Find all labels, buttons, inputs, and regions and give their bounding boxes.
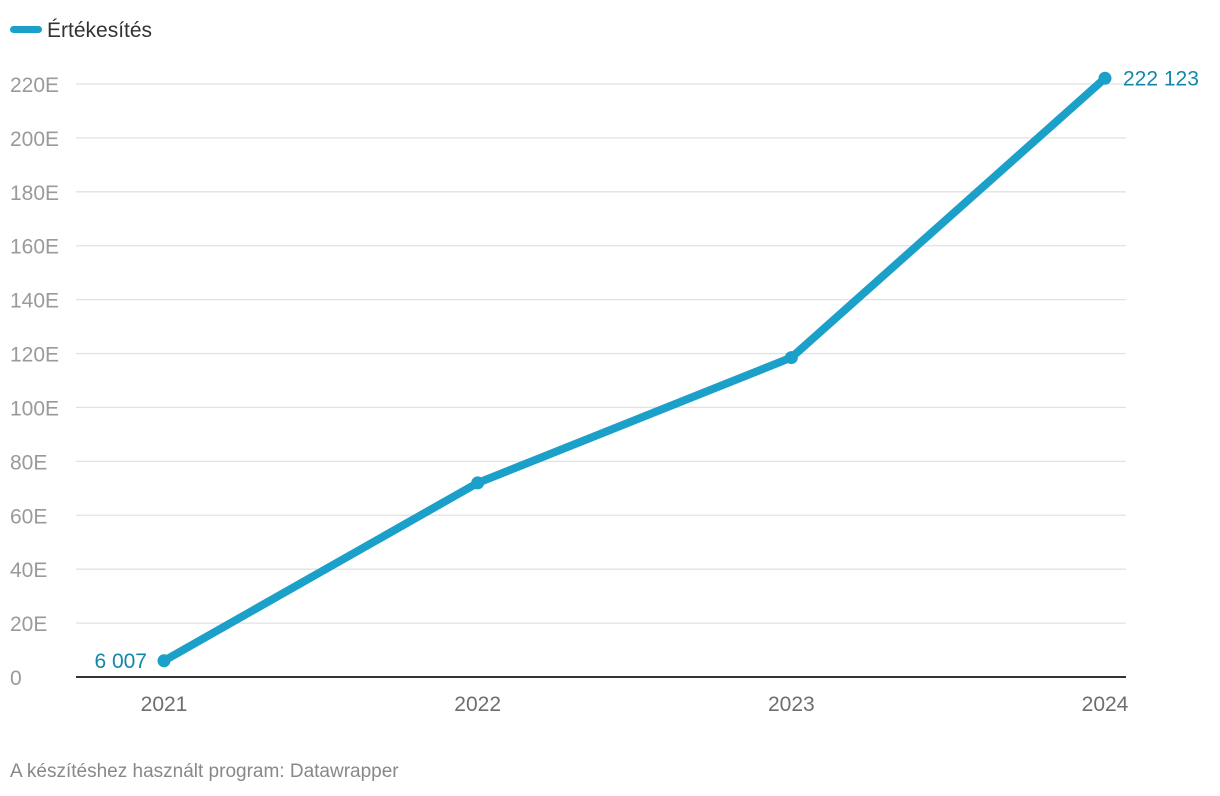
y-axis-ticks: 0 20E 40E 60E 80E 100E 120E 140E 160E 180E 200E 220… xyxy=(10,74,59,690)
footer-credit: A készítéshez használt program: Datawrap… xyxy=(10,761,399,782)
data-point xyxy=(157,654,171,668)
data-point xyxy=(1098,71,1112,85)
data-point xyxy=(471,476,485,490)
series-line xyxy=(160,74,1109,665)
y-tick-label: 20E xyxy=(10,613,47,636)
y-tick-label: 180E xyxy=(10,182,59,205)
data-label: 6 007 xyxy=(94,650,147,673)
y-tick-label: 80E xyxy=(10,451,47,474)
y-tick-label: 0 xyxy=(10,667,22,690)
data-point xyxy=(784,351,798,365)
x-axis-ticks: 2021 2022 2023 2024 xyxy=(141,693,1129,716)
series xyxy=(157,71,1112,668)
y-tick-label: 200E xyxy=(10,128,59,151)
y-tick-label: 220E xyxy=(10,74,59,97)
y-tick-label: 60E xyxy=(10,505,47,528)
data-labels: 6 007 222 123 xyxy=(94,67,1198,673)
y-tick-label: 120E xyxy=(10,344,59,367)
x-tick-label: 2021 xyxy=(141,693,188,716)
y-tick-label: 100E xyxy=(10,397,59,420)
x-tick-label: 2024 xyxy=(1082,693,1129,716)
y-tick-label: 40E xyxy=(10,559,47,582)
x-tick-label: 2023 xyxy=(768,693,815,716)
legend-swatch xyxy=(10,26,42,33)
gridlines xyxy=(76,83,1126,624)
y-tick-label: 140E xyxy=(10,290,59,313)
x-tick-label: 2022 xyxy=(454,693,501,716)
y-tick-label: 160E xyxy=(10,236,59,259)
legend-label: Értékesítés xyxy=(47,19,152,42)
data-label: 222 123 xyxy=(1123,67,1199,90)
legend: Értékesítés xyxy=(10,19,152,42)
